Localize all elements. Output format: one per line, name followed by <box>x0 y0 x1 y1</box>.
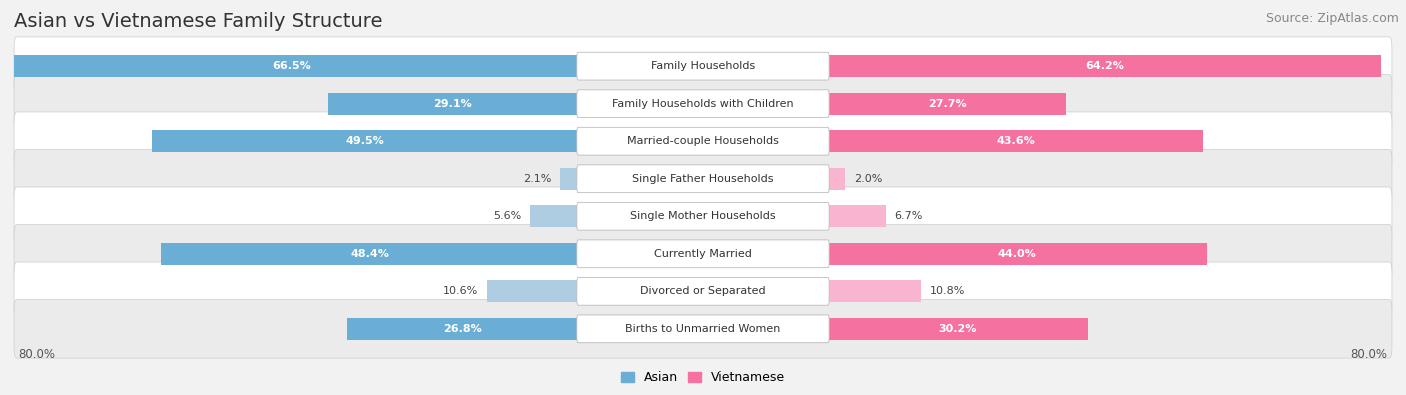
FancyBboxPatch shape <box>576 277 830 305</box>
FancyBboxPatch shape <box>14 224 1392 283</box>
Bar <box>828 318 1088 340</box>
Bar <box>328 93 578 115</box>
Text: 2.1%: 2.1% <box>523 174 551 184</box>
Text: 44.0%: 44.0% <box>998 249 1036 259</box>
Text: 66.5%: 66.5% <box>273 61 311 71</box>
FancyBboxPatch shape <box>14 37 1392 96</box>
Text: 10.8%: 10.8% <box>929 286 965 296</box>
Bar <box>152 130 578 152</box>
Text: 49.5%: 49.5% <box>346 136 384 146</box>
Text: 80.0%: 80.0% <box>1351 348 1388 361</box>
FancyBboxPatch shape <box>576 165 830 193</box>
Text: 10.6%: 10.6% <box>443 286 478 296</box>
Bar <box>6 55 578 77</box>
Text: Married-couple Households: Married-couple Households <box>627 136 779 146</box>
Text: 43.6%: 43.6% <box>997 136 1035 146</box>
FancyBboxPatch shape <box>576 52 830 80</box>
FancyBboxPatch shape <box>14 112 1392 171</box>
FancyBboxPatch shape <box>14 262 1392 321</box>
Text: Births to Unmarried Women: Births to Unmarried Women <box>626 324 780 334</box>
Bar <box>828 130 1204 152</box>
Text: Family Households with Children: Family Households with Children <box>612 99 794 109</box>
Bar <box>828 168 845 190</box>
Text: 2.0%: 2.0% <box>853 174 882 184</box>
Text: Source: ZipAtlas.com: Source: ZipAtlas.com <box>1265 12 1399 25</box>
Text: Single Mother Households: Single Mother Households <box>630 211 776 221</box>
Legend: Asian, Vietnamese: Asian, Vietnamese <box>616 367 790 389</box>
Text: Asian vs Vietnamese Family Structure: Asian vs Vietnamese Family Structure <box>14 12 382 31</box>
Bar <box>530 205 578 227</box>
Text: 48.4%: 48.4% <box>350 249 389 259</box>
Text: Family Households: Family Households <box>651 61 755 71</box>
FancyBboxPatch shape <box>14 149 1392 208</box>
Bar <box>162 243 578 265</box>
FancyBboxPatch shape <box>14 187 1392 246</box>
FancyBboxPatch shape <box>14 74 1392 133</box>
Bar <box>828 205 886 227</box>
Bar <box>560 168 578 190</box>
Text: 64.2%: 64.2% <box>1085 61 1123 71</box>
FancyBboxPatch shape <box>576 240 830 268</box>
Text: 30.2%: 30.2% <box>939 324 977 334</box>
Bar <box>828 93 1066 115</box>
FancyBboxPatch shape <box>576 202 830 230</box>
Text: 27.7%: 27.7% <box>928 99 966 109</box>
Bar <box>828 280 921 302</box>
FancyBboxPatch shape <box>576 127 830 155</box>
FancyBboxPatch shape <box>14 299 1392 358</box>
FancyBboxPatch shape <box>576 315 830 343</box>
Text: Divorced or Separated: Divorced or Separated <box>640 286 766 296</box>
Bar <box>347 318 578 340</box>
Text: 80.0%: 80.0% <box>18 348 55 361</box>
Text: Single Father Households: Single Father Households <box>633 174 773 184</box>
Text: 5.6%: 5.6% <box>494 211 522 221</box>
Bar <box>486 280 578 302</box>
FancyBboxPatch shape <box>576 90 830 118</box>
Text: 26.8%: 26.8% <box>443 324 482 334</box>
Text: Currently Married: Currently Married <box>654 249 752 259</box>
Text: 6.7%: 6.7% <box>894 211 922 221</box>
Bar <box>828 55 1381 77</box>
Text: 29.1%: 29.1% <box>433 99 472 109</box>
Bar <box>828 243 1206 265</box>
